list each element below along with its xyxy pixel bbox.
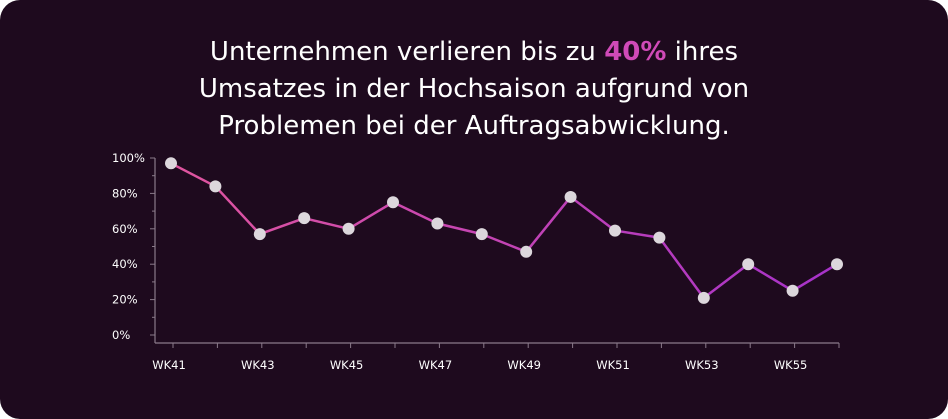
title-highlight-percent: 40% xyxy=(604,37,667,67)
x-tick-label: WK43 xyxy=(241,358,275,372)
data-point xyxy=(520,245,533,258)
data-point xyxy=(342,222,355,235)
x-tick-label: WK41 xyxy=(152,358,186,372)
data-point xyxy=(697,291,710,304)
data-point xyxy=(253,228,266,241)
y-tick-label: 60% xyxy=(112,222,138,236)
y-tick-label: 0% xyxy=(112,328,130,342)
data-point xyxy=(609,224,621,237)
data-point xyxy=(742,258,755,271)
data-point xyxy=(831,258,843,271)
data-point xyxy=(786,284,799,297)
x-tick-label: WK45 xyxy=(330,358,364,372)
data-point xyxy=(653,231,666,244)
title-line-2: Umsatzes in der Hochsaison aufgrund von xyxy=(198,74,750,104)
title-text-1b: ihres xyxy=(666,37,739,67)
y-tick-label: 20% xyxy=(112,293,138,307)
title-line-3: Problemen bei der Auftragsabwicklung. xyxy=(218,111,730,141)
y-tick-label: 80% xyxy=(112,186,138,200)
title-text-1a: Unternehmen verlieren bis zu xyxy=(209,37,605,67)
data-point xyxy=(298,212,311,225)
data-point xyxy=(209,180,222,193)
x-tick-label: WK55 xyxy=(774,358,808,372)
data-point xyxy=(165,157,177,170)
y-tick-label: 40% xyxy=(112,257,138,271)
x-tick-label: WK53 xyxy=(685,358,719,372)
chart-title: Unternehmen verlieren bis zu 40% ihres U… xyxy=(0,34,948,145)
y-tick-label: 100% xyxy=(112,151,145,165)
x-tick-label: WK47 xyxy=(419,358,453,372)
title-line-1: Unternehmen verlieren bis zu 40% ihres xyxy=(0,34,948,71)
data-point xyxy=(387,196,399,209)
x-tick-label: WK51 xyxy=(596,358,630,372)
x-tick-label: WK49 xyxy=(507,358,541,372)
data-point xyxy=(431,217,444,230)
series-line xyxy=(170,162,838,300)
data-point xyxy=(475,228,488,241)
data-point xyxy=(564,190,577,203)
